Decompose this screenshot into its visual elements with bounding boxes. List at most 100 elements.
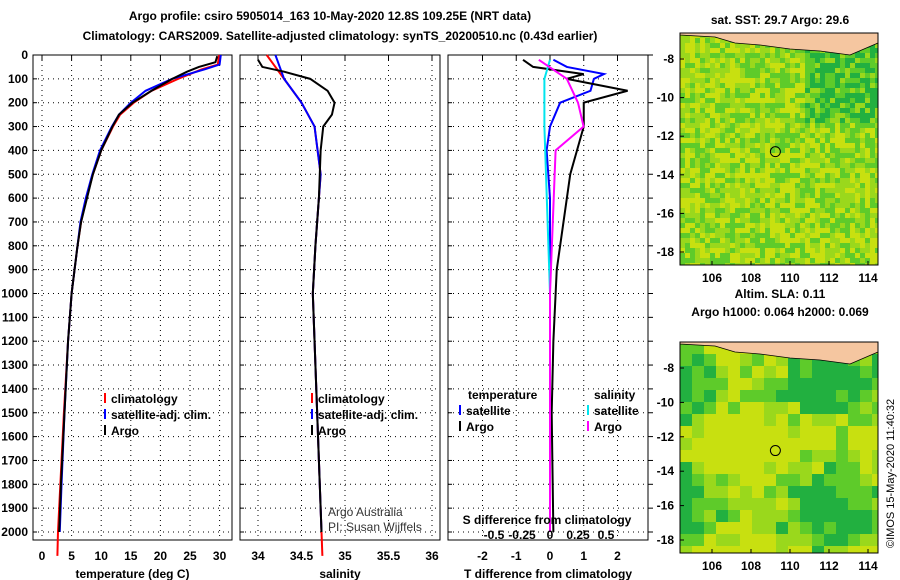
map-cell <box>765 243 770 248</box>
map-cell <box>705 173 710 178</box>
map-cell <box>735 128 740 133</box>
map-cell <box>780 103 785 108</box>
map-cell <box>810 173 815 178</box>
map-cell <box>850 128 855 133</box>
map-cell <box>835 153 840 158</box>
map-cell <box>800 263 805 265</box>
map-cell <box>745 158 750 163</box>
map-cell <box>685 68 690 73</box>
map-cell <box>695 113 700 118</box>
map-cell <box>810 58 815 63</box>
map-cell <box>745 148 750 153</box>
map-cell <box>825 233 830 238</box>
map-cell <box>805 233 810 238</box>
map-cell <box>700 263 705 265</box>
map-cell <box>680 113 685 118</box>
map-cell <box>680 153 685 158</box>
map-cell <box>836 438 848 450</box>
map-cell <box>760 68 765 73</box>
map-cell <box>855 228 860 233</box>
map-cell <box>790 73 795 78</box>
map-cell <box>830 203 835 208</box>
depth-tick-label: 600 <box>8 191 28 205</box>
map-cell <box>830 53 835 58</box>
map-cell <box>780 138 785 143</box>
map-cell <box>695 93 700 98</box>
map-cell <box>730 53 735 58</box>
map-cell <box>870 263 875 265</box>
map-cell <box>790 103 795 108</box>
argo-position-marker <box>769 146 781 158</box>
map-cell <box>820 173 825 178</box>
map-cell <box>840 108 845 113</box>
map-cell <box>695 128 700 133</box>
map-cell <box>815 148 820 153</box>
map-cell <box>685 188 690 193</box>
map-cell <box>810 123 815 128</box>
map-cell <box>720 63 725 68</box>
map-cell <box>790 58 795 63</box>
map-cell <box>680 258 685 263</box>
map-cell <box>730 118 735 123</box>
map-cell <box>836 534 848 546</box>
map-cell <box>824 426 836 438</box>
map-cell <box>824 498 836 510</box>
lat-tick-label: -14 <box>657 464 675 478</box>
x-tick-label: 35 <box>338 549 352 563</box>
map-cell <box>835 88 840 93</box>
map-cell <box>765 213 770 218</box>
map-cell <box>775 68 780 73</box>
map-cell <box>855 53 860 58</box>
map-cell <box>870 208 875 213</box>
map-cell <box>830 173 835 178</box>
lon-tick-label: 106 <box>702 559 722 573</box>
map-cell <box>840 68 845 73</box>
map-cell <box>735 208 740 213</box>
map-cell <box>695 178 700 183</box>
map-frame <box>679 32 879 266</box>
x-tick-label: -1 <box>511 549 522 563</box>
map-cell <box>860 522 872 534</box>
map-cell <box>728 546 740 553</box>
map-cell <box>740 208 745 213</box>
map-cell <box>770 128 775 133</box>
map-cell <box>805 213 810 218</box>
map-cell <box>760 78 765 83</box>
map-cell <box>755 258 760 263</box>
map-cell <box>755 108 760 113</box>
map-cell <box>800 238 805 243</box>
map-cell <box>785 238 790 243</box>
map-cell <box>755 248 760 253</box>
map-cell <box>725 188 730 193</box>
map-cell <box>775 123 780 128</box>
map-cell <box>824 462 836 474</box>
map-cell <box>735 248 740 253</box>
map-cell <box>765 258 770 263</box>
map-cell <box>840 63 845 68</box>
map-cell <box>735 178 740 183</box>
map-cell <box>735 118 740 123</box>
map-cell <box>845 163 850 168</box>
map-cell <box>740 138 745 143</box>
map-cell <box>740 68 745 73</box>
map-cell <box>790 198 795 203</box>
map-cell <box>795 183 800 188</box>
x-tick-label: 0 <box>547 549 554 563</box>
map-cell <box>692 390 704 402</box>
map-cell <box>780 188 785 193</box>
map-cell <box>860 438 872 450</box>
map-cell <box>745 128 750 133</box>
map-cell <box>705 123 710 128</box>
map-cell <box>865 168 870 173</box>
map-cell <box>760 83 765 88</box>
map-cell <box>775 243 780 248</box>
map-cell <box>716 402 728 414</box>
map-cell <box>765 118 770 123</box>
map-cell <box>680 193 685 198</box>
map-cell <box>770 233 775 238</box>
map-cell <box>695 248 700 253</box>
map-cell <box>720 183 725 188</box>
map-cell <box>805 133 810 138</box>
series-line-argo <box>58 55 219 533</box>
map-cell <box>705 213 710 218</box>
